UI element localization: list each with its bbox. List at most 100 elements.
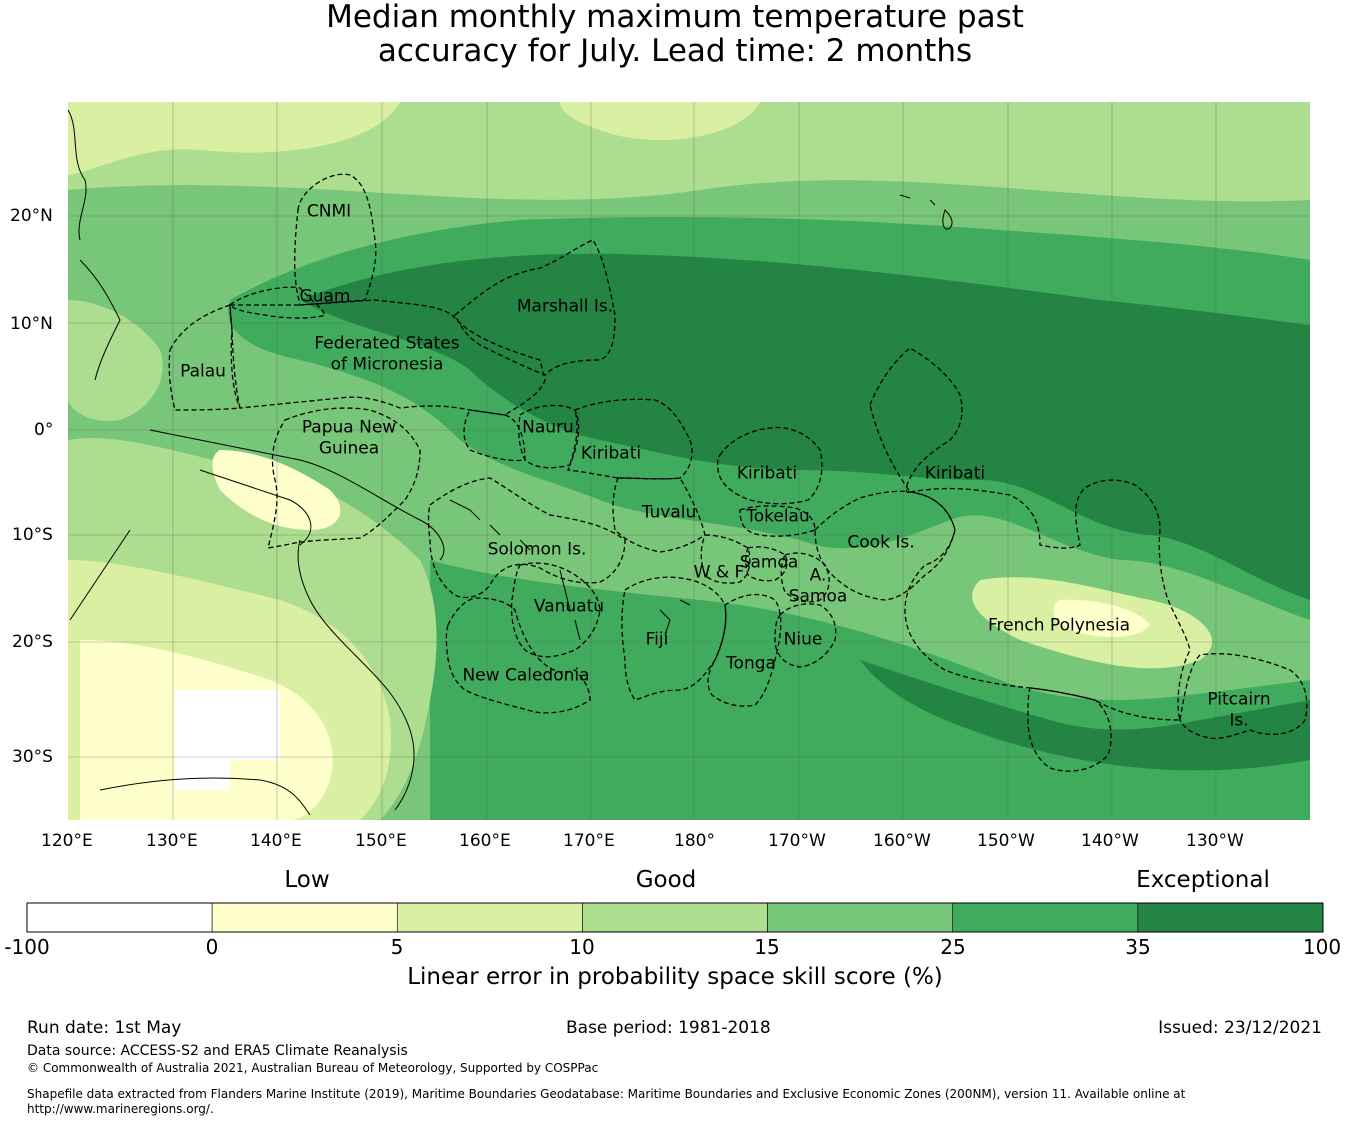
eez-palau: [168, 304, 241, 411]
lon-label-180: 180°: [674, 831, 715, 851]
region-label-asamoa-line1: A.: [809, 565, 827, 586]
colorbar-frame: [26, 902, 1324, 933]
region-label-newcal: New Caledonia: [462, 665, 590, 686]
region-label-tuvalu: Tuvalu: [641, 502, 697, 523]
eez-solomon: [427, 477, 626, 599]
eez-tonga: [707, 593, 782, 707]
region-label-wf: W & F: [693, 562, 745, 583]
eez-niue: [774, 603, 837, 668]
region-label-pitcairn-line2: Is.: [1229, 710, 1249, 731]
eez-boundaries: [168, 173, 1308, 772]
region-label-samoa: Samoa: [739, 552, 799, 573]
base-period: Base period: 1981-2018: [566, 1018, 771, 1038]
eez-fsm: [229, 299, 546, 416]
lon-label-140e: 140°E: [250, 831, 302, 851]
region-label-png-line1: Papua New: [301, 417, 397, 438]
lat-label-10n: 10°N: [10, 314, 53, 334]
colorbar-tick-25: 25: [940, 935, 966, 959]
region-label-vanuatu: Vanuatu: [533, 596, 605, 617]
copyright: © Commonwealth of Australia 2021, Austra…: [27, 1061, 599, 1075]
region-label-cook: Cook Is.: [847, 532, 915, 553]
eez-frpoly: [904, 479, 1191, 721]
region-label-fiji: Fiji: [645, 629, 669, 650]
eez-cnmi: [294, 173, 377, 306]
eez-tokelau: [739, 505, 816, 537]
colorbar-swatch-6: [1137, 902, 1324, 933]
lon-label-170w: 170°W: [768, 831, 826, 851]
lon-label-150e: 150°E: [355, 831, 407, 851]
issued-date: Issued: 23/12/2021: [1158, 1018, 1322, 1038]
lat-label-0: 0°: [34, 420, 54, 440]
eez-marshall: [454, 239, 616, 376]
eez-kiribati-west: [567, 398, 693, 480]
colorbar-tick-5: 5: [390, 935, 404, 959]
eez-vanuatu: [510, 562, 601, 658]
region-label-fsm-line2: of Micronesia: [330, 354, 444, 375]
colorbar-category-good: Good: [635, 867, 697, 893]
colorbar-tick-35: 35: [1125, 935, 1151, 959]
colorbar-swatch-3: [582, 902, 768, 933]
region-label-marshall: Marshall Is.: [516, 296, 614, 317]
shapefile-credit-line1: Shapefile data extracted from Flanders M…: [27, 1087, 1186, 1101]
colorbar-swatch-2: [396, 902, 583, 933]
colorbar-tick-10: 10: [569, 935, 595, 959]
eez-kiribati-east: [869, 347, 963, 494]
lon-label-150w: 150°W: [977, 831, 1035, 851]
eez-cook: [814, 490, 956, 601]
lat-label-20s: 20°S: [12, 632, 53, 652]
region-label-frpoly: French Polynesia: [988, 615, 1130, 636]
lon-label-170e: 170°E: [563, 831, 615, 851]
region-label-fsm-line1: Federated States: [314, 333, 460, 354]
map-title-line1: Median monthly maximum temperature past: [326, 0, 1024, 35]
colorbar-tick-100: 100: [1302, 935, 1342, 959]
eez-nauru: [518, 404, 580, 469]
lat-label-20n: 20°N: [10, 206, 53, 226]
region-label-tokelau: Tokelau: [746, 506, 810, 527]
map-fill: [68, 102, 1310, 820]
data-source: Data source: ACCESS-S2 and ERA5 Climate …: [27, 1043, 408, 1059]
graticule: [68, 102, 1310, 820]
lon-label-130e: 130°E: [146, 831, 198, 851]
eez-samoa: [745, 546, 788, 582]
colorbar-tick-0: 0: [205, 935, 219, 959]
eez-kiribati-central: [716, 426, 823, 505]
region-label-niue: Niue: [783, 629, 823, 650]
lon-label-140w: 140°W: [1081, 831, 1139, 851]
region-label-palau: Palau: [180, 361, 226, 382]
eez-pitcairn-s: [1027, 687, 1112, 772]
coastlines: [67, 109, 953, 816]
colorbar-tick-15: 15: [754, 935, 780, 959]
region-label-kiribati-west: Kiribati: [580, 443, 642, 464]
region-label-pitcairn-line1: Pitcairn: [1207, 689, 1271, 710]
region-label-asamoa-line2: Samoa: [788, 586, 848, 607]
eez-png: [267, 407, 421, 549]
region-label-tonga: Tonga: [726, 653, 776, 674]
map-title-line2: accuracy for July. Lead time: 2 months: [377, 33, 973, 69]
colorbar-tick-neg100: -100: [4, 935, 50, 959]
lat-label-10s: 10°S: [12, 525, 53, 545]
region-label-png-line2: Guinea: [318, 438, 380, 459]
colorbar-swatch-5: [952, 902, 1139, 933]
colorbar-category-exceptional: Exceptional: [1136, 867, 1270, 893]
lon-label-130w: 130°W: [1186, 831, 1244, 851]
run-date: Run date: 1st May: [27, 1018, 182, 1038]
eez-wf: [700, 534, 751, 584]
lat-label-30s: 30°S: [12, 747, 53, 767]
region-label-cnmi: CNMI: [306, 201, 352, 222]
region-label-kiribati-east: Kiribati: [924, 463, 986, 484]
lon-label-120e: 120°E: [41, 831, 93, 851]
eez-asamoa: [780, 552, 830, 603]
colorbar-swatch-0: [26, 902, 213, 933]
eez-nauru-link: [463, 409, 526, 462]
colorbar-category-low: Low: [284, 867, 330, 893]
colorbar-swatch-4: [767, 902, 954, 933]
lon-label-160w: 160°W: [873, 831, 931, 851]
region-label-kiribati-central: Kiribati: [736, 463, 798, 484]
colorbar-swatch-1: [211, 902, 398, 933]
shapefile-credit-line2: http://www.marineregions.org/.: [27, 1102, 214, 1116]
region-label-nauru: Nauru: [522, 417, 574, 438]
eez-newcal: [445, 597, 591, 714]
eez-tuvalu: [612, 477, 706, 553]
